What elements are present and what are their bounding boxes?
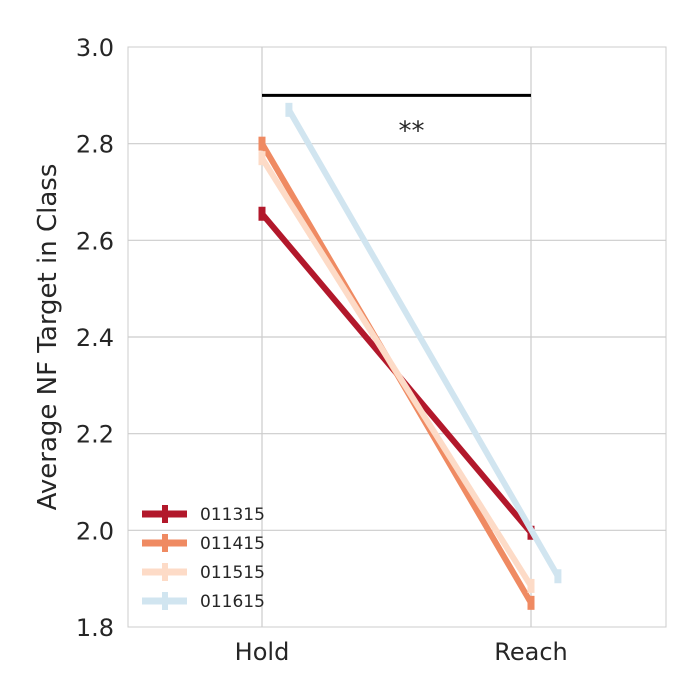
series-011615 [285, 102, 562, 584]
legend-entry: 011415 [142, 534, 265, 554]
legend-entry: 011515 [142, 563, 265, 583]
legend-label: 011315 [200, 505, 265, 525]
y-tick-label: 2.8 [76, 131, 114, 159]
legend-label: 011515 [200, 563, 265, 583]
significance-annotation: ** [262, 93, 531, 146]
legend-entry: 011315 [142, 505, 265, 525]
x-tick-labels: Hold Reach [235, 638, 568, 666]
series-line [286, 108, 561, 578]
legend-label: 011615 [200, 592, 265, 612]
series-011515 [258, 151, 535, 593]
y-tick-label: 1.8 [76, 614, 114, 642]
y-tick-label: 2.2 [76, 421, 114, 449]
y-axis-label: Average NF Target in Class [33, 164, 63, 511]
legend-entry: 011615 [142, 592, 265, 612]
legend: 011315 011415 011515 011615 [142, 505, 265, 612]
y-tick-label: 2.6 [76, 227, 114, 255]
y-tick-labels: 1.8 2.0 2.2 2.4 2.6 2.8 3.0 [76, 34, 114, 642]
x-tick-label: Hold [235, 638, 290, 666]
y-tick-label: 2.4 [76, 324, 114, 352]
x-tick-label: Reach [494, 638, 567, 666]
series-group [258, 102, 562, 610]
legend-label: 011415 [200, 534, 265, 554]
y-tick-label: 2.0 [76, 517, 114, 545]
y-tick-label: 3.0 [76, 34, 114, 62]
significance-label: ** [399, 116, 425, 146]
series-line [259, 156, 534, 588]
